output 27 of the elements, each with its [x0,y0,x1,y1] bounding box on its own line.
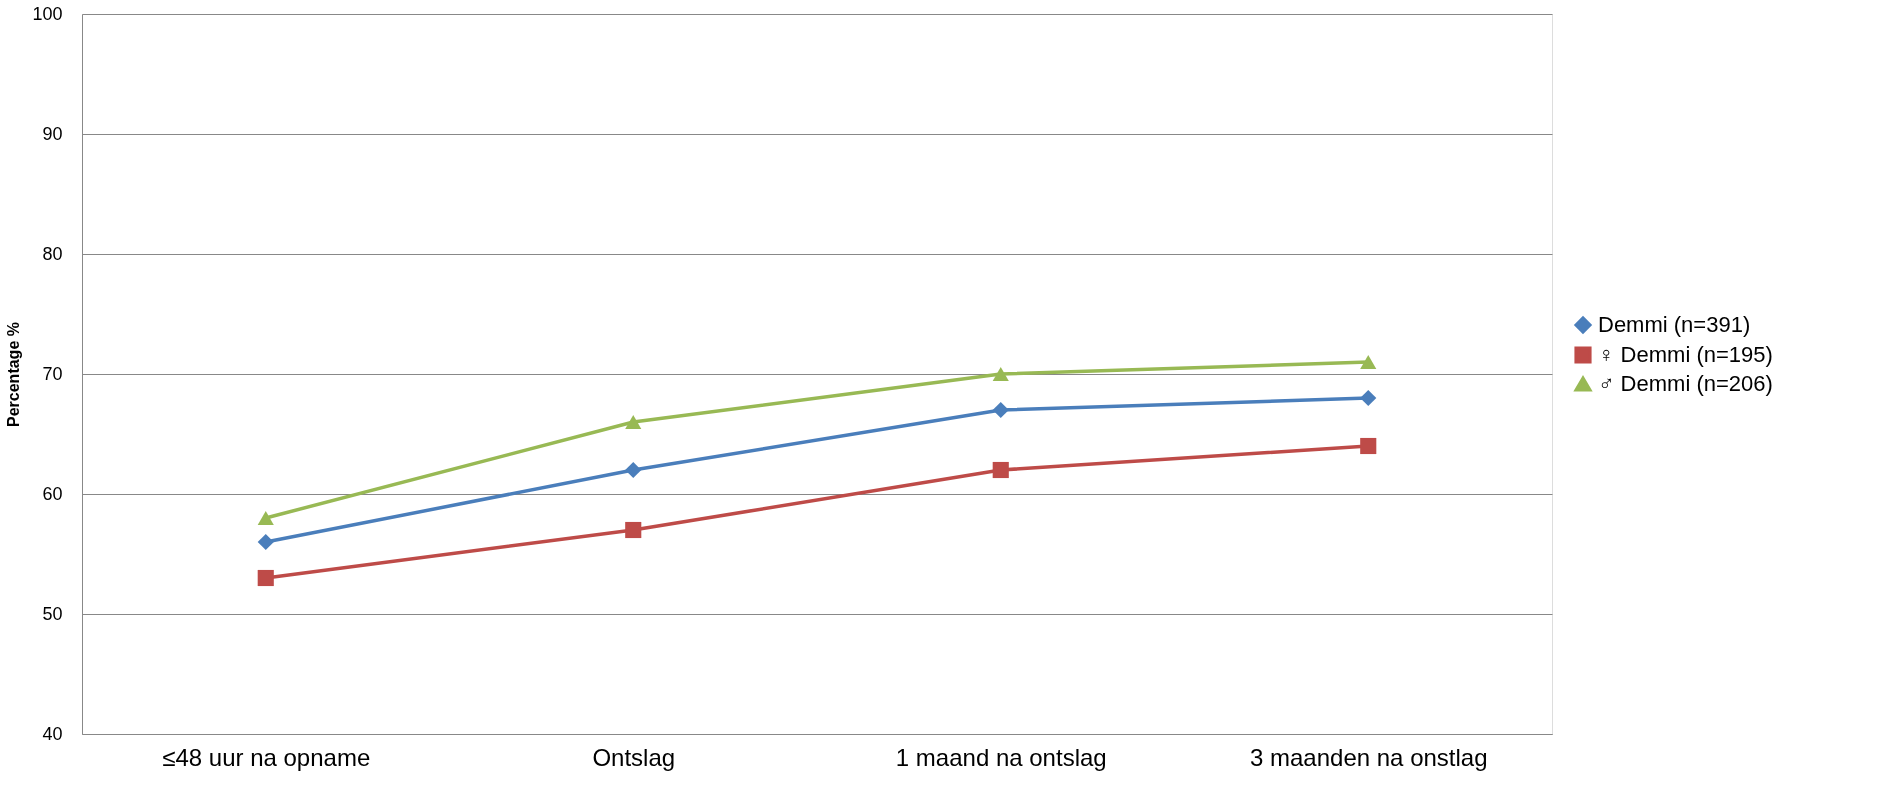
x-tick-label: ≤48 uur na opname [162,743,371,771]
point [1360,355,1377,369]
point [1360,389,1377,407]
y-tick-label: 60 [42,483,63,504]
y-tick-label: 80 [42,243,63,264]
point [257,533,274,551]
x-tick-label: Ontslag [592,743,676,771]
y-tick-label: 50 [42,603,63,624]
point [257,511,274,525]
y-tick-label: 70 [42,363,63,384]
legend-label: Demmi (n=391) [1598,312,1751,337]
y-tick-label: 40 [42,723,63,744]
x-tick-label: 1 maand na ontslag [895,743,1107,771]
legend-label: ♂ Demmi (n=206) [1598,371,1773,396]
legend-label: ♀ Demmi (n=195) [1598,342,1773,367]
point [992,367,1009,381]
point [992,401,1009,419]
y-tick-label: 90 [42,123,63,144]
point [625,521,642,539]
point [992,461,1009,479]
y-tick-label: 100 [32,3,63,24]
point [625,415,642,429]
point [1360,437,1377,455]
point [625,461,642,479]
x-tick-label: 3 maanden na onstlag [1249,743,1488,771]
y-axis-title: Percentage % [5,322,23,427]
point [257,569,274,587]
